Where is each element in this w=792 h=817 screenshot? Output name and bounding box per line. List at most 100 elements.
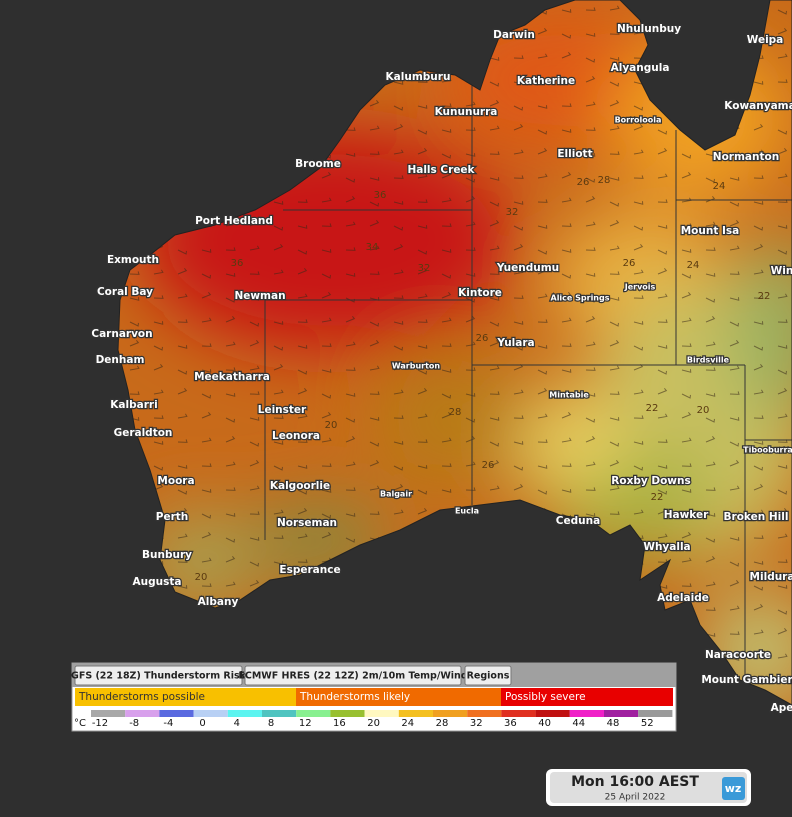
wind-barb [513, 81, 524, 85]
wind-barb [465, 341, 476, 347]
wind-barb [273, 415, 284, 419]
wind-barb [513, 465, 523, 471]
wind-barb [513, 149, 524, 155]
wind-barb [585, 607, 596, 611]
place-label: Darwin [493, 29, 535, 41]
legend-button[interactable] [74, 665, 243, 686]
wind-barb [681, 172, 692, 179]
wind-barb [225, 436, 236, 443]
wind-barb [201, 103, 212, 107]
wind-barb [153, 55, 164, 59]
wind-barb [489, 391, 500, 395]
wind-barb [225, 487, 236, 491]
place-label: Broome [295, 158, 341, 170]
wind-barb [465, 436, 476, 443]
wind-barb [489, 245, 500, 251]
legend-button-label[interactable]: ECMWF HRES (22 12Z) 2m/10m Temp/Wind [238, 671, 467, 682]
wind-barb [417, 79, 428, 83]
wind-barb [249, 321, 259, 327]
wind-barb [417, 225, 428, 229]
wind-barb [681, 609, 692, 613]
wind-barb [321, 437, 332, 443]
wind-barb [489, 100, 500, 107]
contour-label: 26 [476, 333, 489, 344]
wind-barb [681, 129, 692, 133]
wind-barb [177, 439, 188, 443]
wind-barb [129, 297, 140, 301]
place-label: Yuendumu [496, 262, 559, 274]
place-label: Adelaide [657, 592, 709, 604]
wind-barb [681, 369, 692, 373]
wind-barb [513, 124, 524, 131]
place-label: Kintore [458, 287, 502, 299]
wind-barb [585, 76, 596, 83]
place-label: Newman [234, 290, 285, 302]
wind-barb [441, 557, 452, 563]
wind-barb [561, 273, 571, 279]
wind-barb [345, 57, 355, 63]
wind-barb [465, 581, 476, 587]
wind-barb [753, 585, 763, 591]
wind-barb [609, 5, 620, 11]
wind-barb [489, 125, 500, 131]
wind-barb [249, 580, 260, 587]
wind-barb [777, 173, 788, 179]
place-label: Hawker [664, 509, 709, 521]
wind-barb [705, 196, 716, 203]
wind-barb [153, 81, 164, 85]
wind-barb [609, 177, 620, 181]
wind-barb [201, 583, 212, 587]
wind-barb [273, 105, 283, 111]
wind-barb [777, 129, 787, 135]
wind-barb [729, 321, 739, 327]
wind-barb [321, 463, 332, 467]
wind-barb [345, 581, 356, 587]
wind-barb [321, 197, 332, 203]
legend-button-label[interactable]: GFS (22 18Z) Thunderstorm Risk [71, 671, 247, 682]
wind-barb [537, 585, 548, 589]
wind-barb [657, 199, 668, 203]
legend-button-label[interactable]: Regions [467, 671, 510, 682]
wind-barb [369, 81, 379, 87]
wind-barb [561, 437, 572, 443]
wind-barb [417, 508, 428, 515]
scale-swatch [75, 710, 91, 717]
wind-barb [657, 609, 667, 615]
wind-barb [777, 148, 788, 155]
wind-barb [681, 677, 692, 683]
wind-barb [609, 31, 620, 35]
wind-barb [561, 223, 572, 227]
legend-button[interactable] [244, 665, 462, 686]
wind-barb [153, 415, 164, 419]
wind-barb [201, 317, 212, 323]
wind-barb [225, 57, 235, 63]
wind-barb [633, 201, 644, 205]
wind-barb [537, 79, 548, 83]
wind-barb [537, 293, 548, 299]
wind-barb [321, 9, 332, 13]
wind-barb [585, 657, 595, 663]
wind-barb [417, 559, 428, 563]
wind-barb [537, 319, 548, 323]
wind-barb [369, 580, 380, 587]
wind-barb [297, 129, 307, 135]
wind-barb [273, 295, 284, 299]
wind-barb [681, 77, 692, 83]
wind-barb [297, 345, 308, 349]
legend-button[interactable] [464, 665, 512, 686]
wind-barb [537, 28, 548, 35]
wind-barb [465, 607, 476, 611]
wind-barb [273, 81, 284, 85]
wind-barb [417, 249, 427, 255]
contour-labels: 36 34 36 32 32 28 26 26 26 28 26 24 22 22 20 20 24 20 22 [195, 175, 771, 583]
wind-barb [249, 177, 260, 181]
wind-barb [369, 631, 380, 635]
wind-barb [129, 201, 139, 207]
wind-barb [753, 629, 764, 635]
wind-barb [465, 57, 475, 63]
wind-barb [705, 461, 716, 467]
wind-barb [249, 391, 260, 395]
wind-barb [129, 365, 140, 371]
wind-barb [273, 201, 284, 205]
wind-barb [225, 393, 236, 397]
